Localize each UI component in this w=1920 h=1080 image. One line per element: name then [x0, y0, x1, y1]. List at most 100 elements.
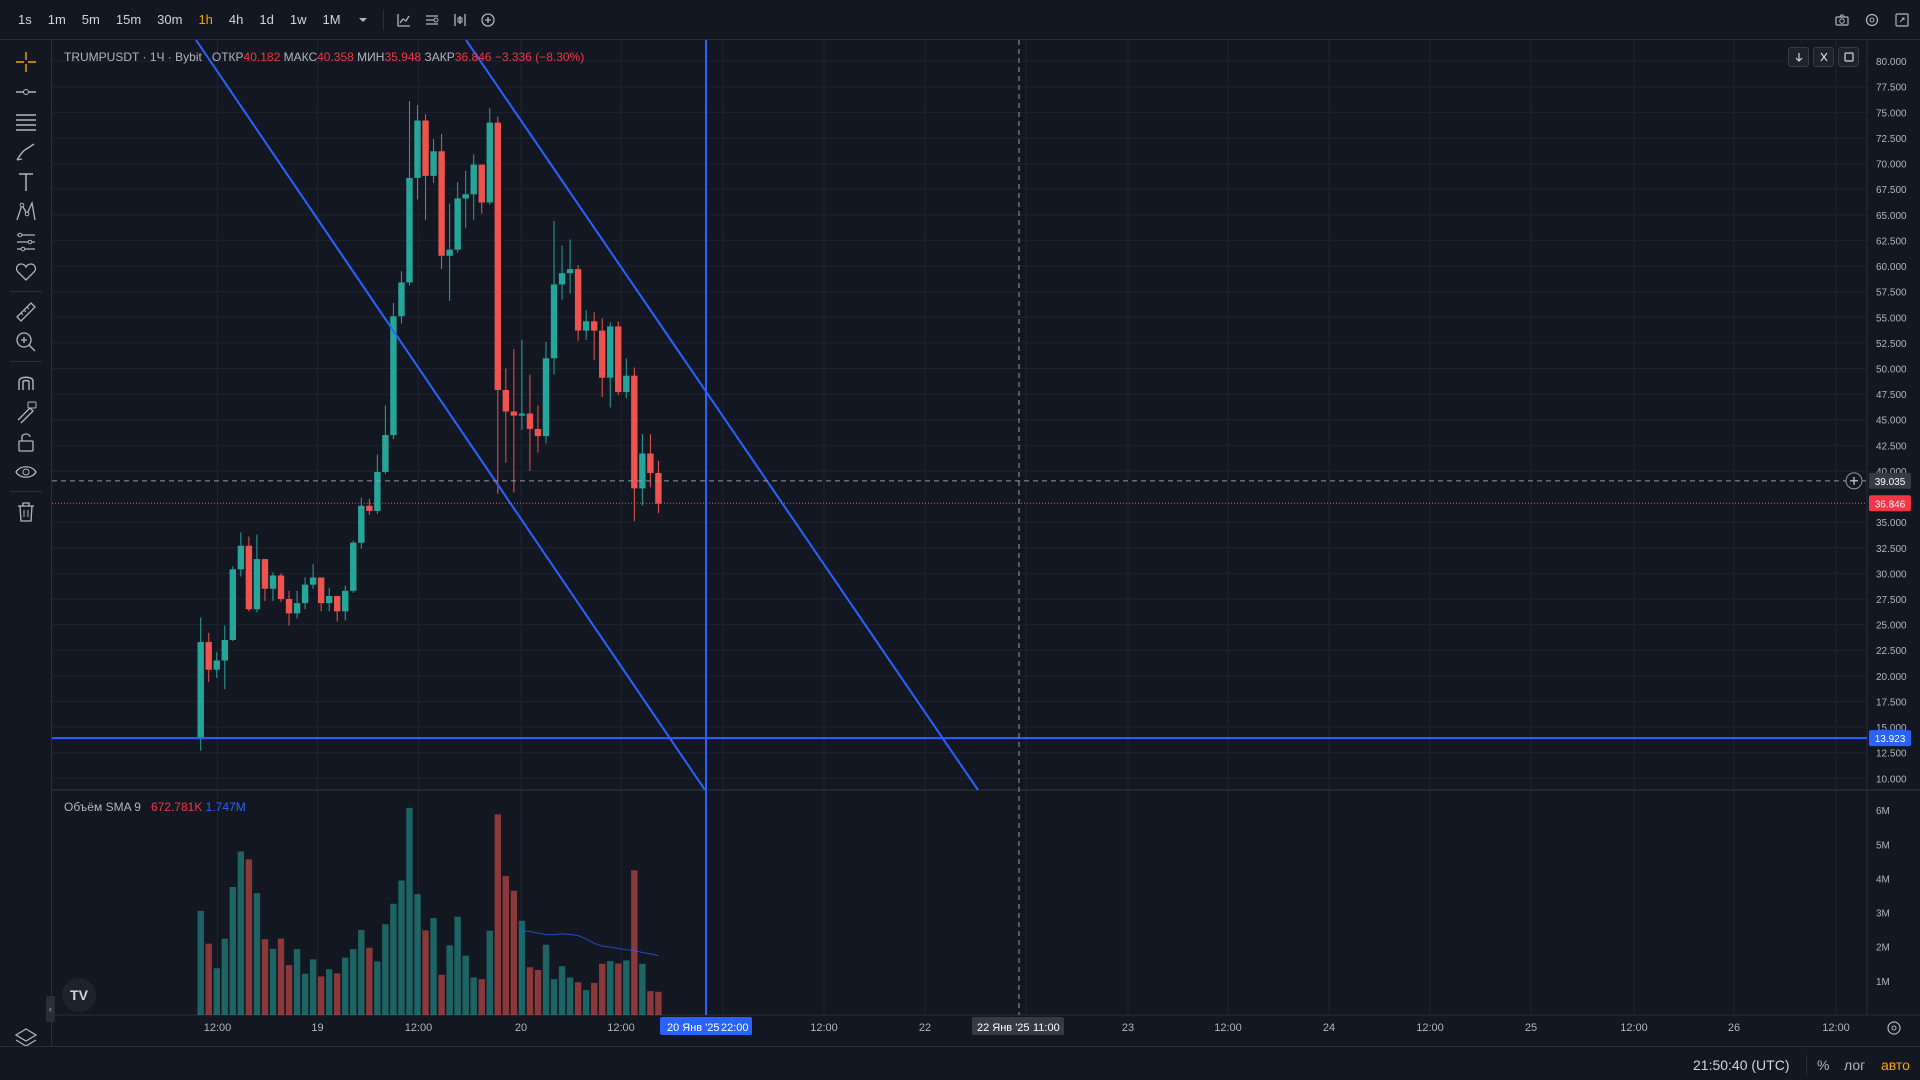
timeframe-15m[interactable]: 15m: [115, 11, 142, 27]
candle-body: [301, 584, 309, 604]
volume-bar: [366, 947, 373, 1015]
last-price-badge-bg: [1869, 495, 1911, 512]
settings-icon[interactable]: [1858, 6, 1886, 34]
timeframe-1w[interactable]: 1w: [289, 11, 307, 27]
price-axis-label: 10.000: [1876, 774, 1907, 785]
text-icon[interactable]: [12, 168, 40, 196]
volume-bar: [285, 965, 293, 1015]
top-toolbar: 1s 1m 5m 15m 30m 1h 4h 1d 1w 1M: [0, 0, 1920, 40]
collapse-pane-icon[interactable]: [1813, 47, 1834, 67]
candle-body: [358, 505, 365, 543]
volume-bar: [301, 973, 309, 1015]
candle-body: [205, 642, 212, 670]
timeframe-dropdown-icon[interactable]: [349, 6, 377, 34]
candle-body: [325, 595, 333, 604]
add-symbol-icon[interactable]: [474, 6, 502, 34]
lock-drawing-icon[interactable]: [12, 398, 40, 426]
candle-body: [542, 358, 550, 437]
candle-body: [406, 177, 413, 283]
timeframe-1d[interactable]: 1d: [259, 11, 274, 27]
candle-body: [197, 642, 204, 739]
change-value: −3.336 (−8.30%): [494, 50, 585, 64]
price-axis-label: 20.000: [1876, 672, 1907, 683]
volume-bar: [253, 893, 261, 1015]
chart-type-icon[interactable]: [390, 6, 418, 34]
volume-bar: [510, 890, 518, 1015]
crosshair-icon[interactable]: [12, 48, 40, 76]
timeframe-1m[interactable]: 1m: [47, 11, 66, 27]
prediction-icon[interactable]: [12, 228, 40, 256]
time-axis-label: 25: [1525, 1022, 1537, 1034]
candle-body: [414, 120, 421, 178]
time-axis-label: 12:00: [204, 1022, 232, 1034]
last-price-badge: 36.846: [1875, 499, 1906, 510]
tradingview-logo[interactable]: TV: [62, 978, 96, 1012]
volume-sma-label[interactable]: Объём SMA 9: [64, 800, 141, 814]
volume-bar: [462, 955, 469, 1015]
candle-body: [285, 599, 293, 614]
trendline-lower[interactable]: [195, 39, 706, 791]
open-value: 40.182: [243, 50, 281, 64]
candle-body: [430, 151, 437, 176]
volume-sma-line: [521, 930, 659, 957]
volume-value: 672.781K: [150, 800, 203, 814]
log-scale-button[interactable]: лог: [1844, 1057, 1866, 1073]
percent-scale-button[interactable]: %: [1817, 1057, 1830, 1073]
eye-icon[interactable]: [12, 458, 40, 486]
bottom-bar: 21:50:40 (UTC) % лог авто: [0, 1046, 1920, 1080]
fullscreen-icon[interactable]: [1888, 6, 1916, 34]
candle-body: [293, 603, 301, 614]
collapse-toolbar-icon[interactable]: ‹: [46, 996, 55, 1022]
candle-body: [454, 198, 461, 250]
timeframe-1s[interactable]: 1s: [18, 11, 32, 27]
volume-bar: [205, 943, 212, 1015]
volume-bar: [213, 968, 220, 1015]
close-value: 36.846: [454, 50, 492, 64]
move-pane-down-icon[interactable]: [1788, 47, 1809, 67]
time-axis-settings-icon[interactable]: [1887, 1021, 1901, 1035]
indicators-icon[interactable]: [418, 6, 446, 34]
left-divider: [10, 491, 42, 492]
timeframe-1M[interactable]: 1M: [322, 11, 341, 27]
timeframe-30m[interactable]: 30m: [157, 11, 183, 27]
trendline-icon[interactable]: [12, 78, 40, 106]
utc-clock[interactable]: 21:50:40 (UTC): [1693, 1057, 1790, 1073]
candle-body: [582, 321, 590, 331]
candle-body: [599, 330, 606, 378]
compare-icon[interactable]: [446, 6, 474, 34]
lock-icon[interactable]: [12, 428, 40, 456]
pattern-icon[interactable]: [12, 198, 40, 226]
volume-bar: [502, 876, 510, 1015]
price-axis-label: 45.000: [1876, 416, 1907, 427]
fib-icon[interactable]: [12, 108, 40, 136]
timeframe-4h[interactable]: 4h: [228, 11, 244, 27]
price-axis-label: 27.500: [1876, 595, 1907, 606]
trash-icon[interactable]: [12, 498, 40, 526]
volume-bar: [494, 814, 502, 1015]
trendline-upper[interactable]: [465, 39, 979, 791]
crosshair-time-hour: 11:00: [1033, 1022, 1060, 1034]
volume-bar: [454, 916, 461, 1015]
symbol-name[interactable]: TRUMPUSDT: [64, 50, 140, 64]
camera-icon[interactable]: [1828, 6, 1856, 34]
time-axis-label: 22: [919, 1022, 931, 1034]
auto-scale-button[interactable]: авто: [1881, 1057, 1910, 1073]
volume-bar: [309, 959, 317, 1015]
magnet-icon[interactable]: [12, 368, 40, 396]
zoom-in-icon[interactable]: [12, 328, 40, 356]
heart-icon[interactable]: [12, 258, 40, 286]
time-axis-settings-icon-center: [1891, 1025, 1897, 1031]
timeframe-1h[interactable]: 1h: [198, 11, 213, 27]
candle-body: [213, 660, 220, 670]
brush-icon[interactable]: [12, 138, 40, 166]
add-alert-plus: [1850, 476, 1858, 485]
volume-bar: [374, 961, 381, 1015]
ruler-icon[interactable]: [12, 298, 40, 326]
crosshair-price-badge-bg: [1869, 472, 1911, 489]
vline-time-badge-bg: [660, 1017, 752, 1035]
timeframe-5m[interactable]: 5m: [81, 11, 100, 27]
interval-label: 1Ч: [149, 50, 165, 64]
candle-body: [558, 273, 566, 285]
maximize-pane-icon[interactable]: [1838, 47, 1859, 67]
